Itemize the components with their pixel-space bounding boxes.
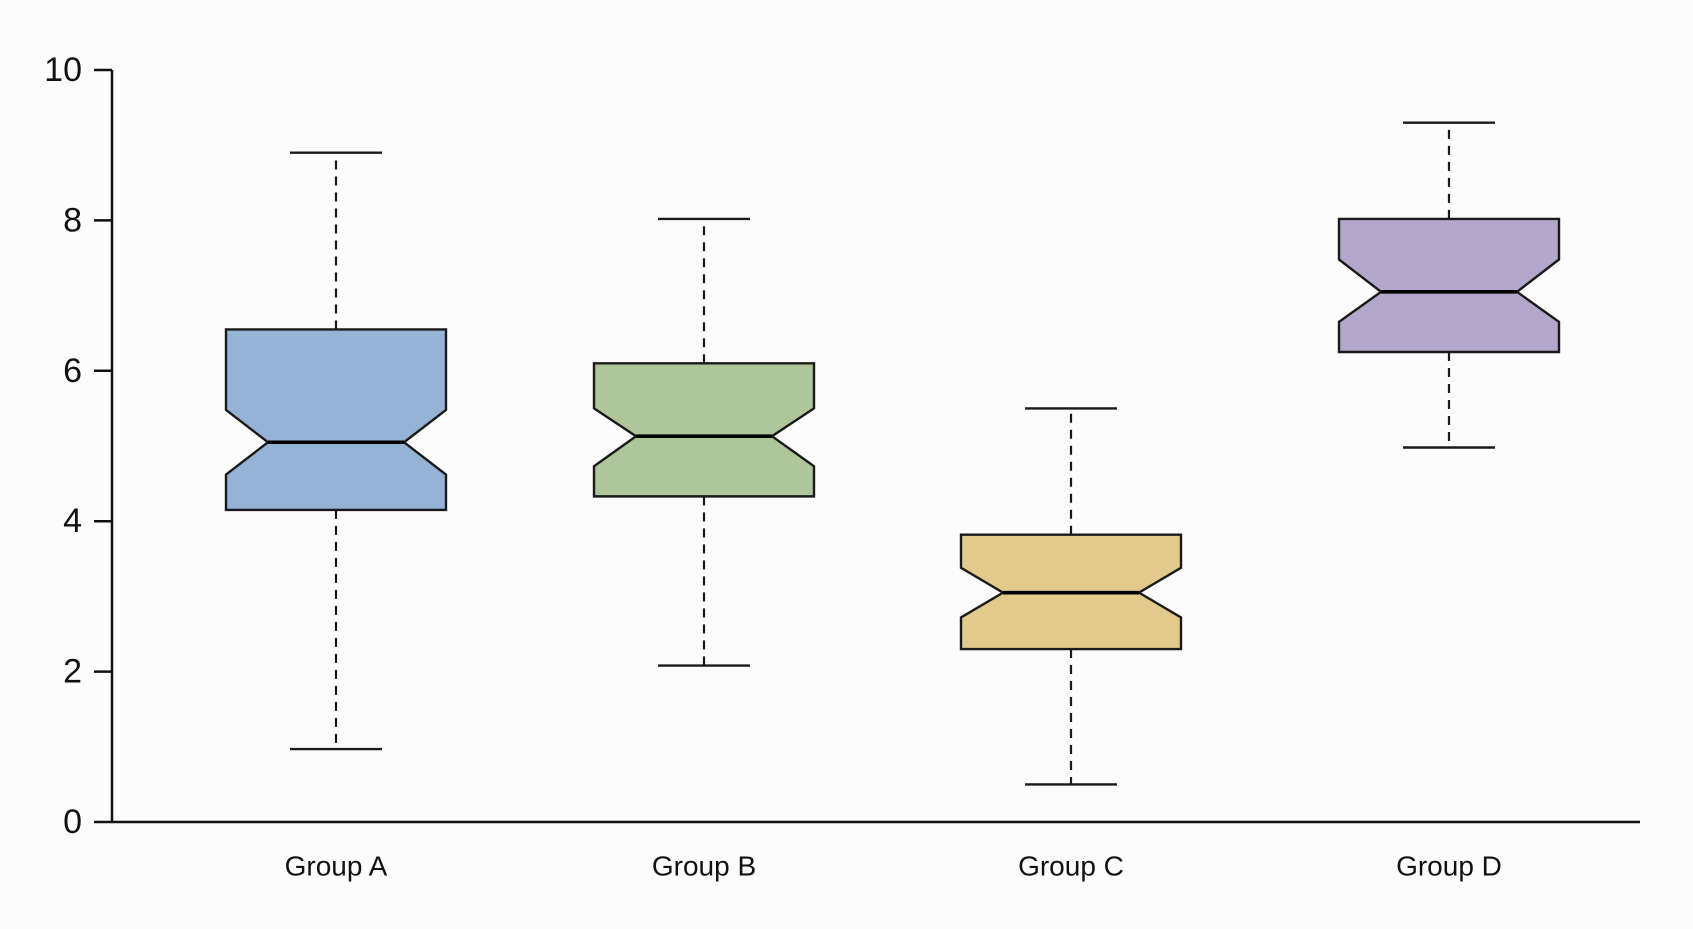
x-category-label: Group D <box>1396 851 1502 882</box>
box-group-c <box>959 407 1183 786</box>
x-axis-labels: Group A Group B Group C Group D <box>285 851 1502 882</box>
y-tick-label: 6 <box>63 352 82 390</box>
y-tick-label: 8 <box>63 201 82 239</box>
y-tick-label: 0 <box>63 803 82 841</box>
boxes <box>224 121 1561 786</box>
box-group-b <box>592 217 816 667</box>
y-tick-label: 2 <box>63 653 82 691</box>
notched-box <box>1337 217 1561 354</box>
box-group-a <box>224 151 448 751</box>
x-category-label: Group C <box>1018 851 1124 882</box>
x-category-label: Group B <box>652 851 756 882</box>
box-group-d <box>1337 121 1561 449</box>
x-category-label: Group A <box>285 851 388 882</box>
y-axis-ticks: 0 2 4 6 8 10 <box>44 51 112 841</box>
notched-box <box>224 328 448 512</box>
axes: 0 2 4 6 8 10 <box>44 51 1640 841</box>
y-tick-label: 4 <box>63 502 82 540</box>
notched-box <box>592 362 816 498</box>
y-tick-label: 10 <box>44 51 82 89</box>
